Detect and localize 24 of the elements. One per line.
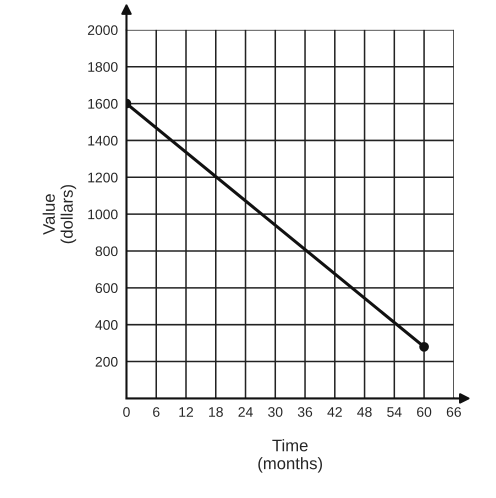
x-tick-label: 0 (123, 407, 130, 417)
y-axis-title: Value (dollars) (42, 185, 76, 244)
x-tick-label: 30 (268, 407, 282, 417)
y-tick-label: 800 (96, 246, 118, 256)
y-tick-label: 2000 (88, 25, 118, 36)
x-tick-label: 60 (417, 407, 432, 417)
y-tick-label: 1200 (88, 172, 118, 182)
y-tick-label: 200 (96, 356, 118, 367)
y-tick-label: 1800 (88, 62, 118, 72)
y-tick-label: 600 (96, 283, 118, 294)
x-axis-title: Time (months) (258, 439, 322, 473)
x-tick-label: 48 (357, 407, 372, 417)
y-tick-label: 1000 (88, 209, 118, 220)
x-tick-label: 66 (446, 407, 461, 417)
x-tick-label: 12 (179, 407, 194, 417)
x-tick-label: 36 (298, 407, 312, 417)
y-tick-label: 1600 (88, 98, 118, 109)
x-tick-label: 42 (327, 407, 342, 417)
x-tick-label: 54 (387, 407, 402, 417)
x-tick-label: 6 (153, 407, 160, 417)
x-tick-label: 18 (209, 407, 223, 417)
y-tick-label: 1400 (88, 136, 118, 146)
y-tick-label: 400 (95, 320, 118, 330)
x-tick-label: 24 (238, 407, 253, 417)
